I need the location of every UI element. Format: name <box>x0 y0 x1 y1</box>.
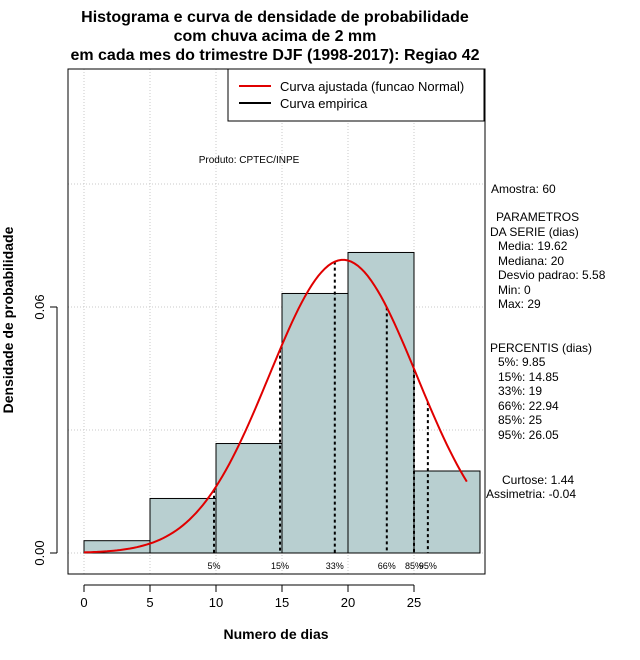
stats-mean: Media: 19.62 <box>498 239 568 253</box>
stats-panel: Amostra: 60 PARAMETROS DA SERIE (dias) M… <box>486 182 606 501</box>
stats-params-title: PARAMETROS <box>496 210 579 224</box>
stats-p66: 66%: 22.94 <box>498 399 559 413</box>
x-axis-label: Numero de dias <box>223 626 328 642</box>
stats-skewness: Assimetria: -0.04 <box>486 487 576 501</box>
x-tick-label: 10 <box>209 595 223 610</box>
stats-kurtosis: Curtose: 1.44 <box>502 473 574 487</box>
stats-median: Mediana: 20 <box>498 254 564 268</box>
normal-curve <box>83 258 468 554</box>
y-tick-label: 0.00 <box>32 540 47 565</box>
percentile-label: 5% <box>208 561 221 571</box>
histogram-bar <box>347 251 415 554</box>
normal-curve-group <box>83 258 468 554</box>
x-tick-label: 20 <box>341 595 355 610</box>
credit-text: Produto: CPTEC/INPE <box>199 155 300 166</box>
legend-label-fit: Curva ajustada (funcao Normal) <box>280 79 464 94</box>
stats-min: Min: 0 <box>498 283 531 297</box>
histogram-bar <box>281 292 349 554</box>
stats-p33: 33%: 19 <box>498 384 542 398</box>
percentile-label: 33% <box>326 561 344 571</box>
stats-p5: 5%: 9.85 <box>498 355 546 369</box>
percentile-label: 95% <box>419 561 437 571</box>
chart-title-line-3: em cada mes do trimestre DJF (1998-2017)… <box>70 47 479 64</box>
y-axis-label: Densidade de probabilidade <box>0 226 16 413</box>
percentile-label: 85% <box>405 561 423 571</box>
percentile-label: 66% <box>378 561 396 571</box>
y-tick-label: 0.06 <box>32 294 47 319</box>
stats-sd: Desvio padrao: 5.58 <box>498 268 606 282</box>
stats-params-subtitle: DA SERIE (dias) <box>490 225 579 239</box>
stats-max: Max: 29 <box>498 297 541 311</box>
chart-title-line-1: Histograma e curva de densidade de proba… <box>81 9 469 26</box>
x-tick-label: 25 <box>407 595 421 610</box>
histogram-bars <box>83 251 481 554</box>
x-tick-label: 5 <box>146 595 153 610</box>
histogram-bar <box>413 470 481 554</box>
legend-box <box>227 68 485 122</box>
chart-title-line-2: com chuva acima de 2 mm <box>174 28 377 45</box>
histogram-bar <box>215 443 283 554</box>
stats-percentis-title: PERCENTIS (dias) <box>490 341 592 355</box>
axes: 0 5 10 15 20 25 0.00 0.06 <box>32 294 421 610</box>
stats-sample: Amostra: 60 <box>491 182 556 196</box>
x-tick-label: 15 <box>275 595 289 610</box>
stats-p95: 95%: 26.05 <box>498 428 559 442</box>
legend-label-empirical: Curva empirica <box>280 96 368 111</box>
percentile-lines: 5% 15% 33% 66% 85%95% <box>208 261 437 571</box>
x-tick-label: 0 <box>80 595 87 610</box>
stats-p85: 85%: 25 <box>498 413 542 427</box>
legend: Curva ajustada (funcao Normal) Curva emp… <box>227 68 485 122</box>
percentile-label: 15% <box>271 561 289 571</box>
stats-p15: 15%: 14.85 <box>498 370 559 384</box>
